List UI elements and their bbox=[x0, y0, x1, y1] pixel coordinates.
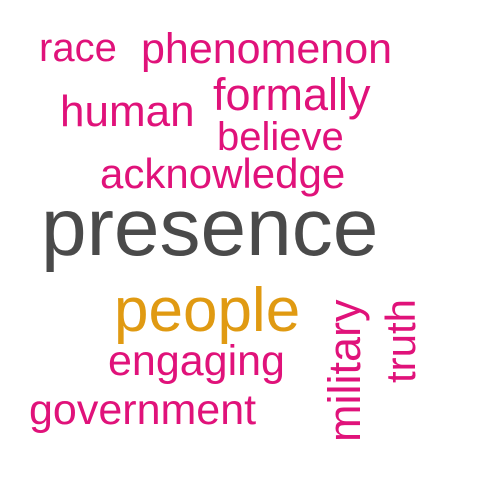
word-formally: formally bbox=[213, 69, 371, 120]
word-government: government bbox=[29, 386, 257, 434]
word-presence: presence bbox=[41, 182, 379, 273]
word-truth: truth bbox=[377, 298, 424, 383]
word-acknowledge: acknowledge bbox=[100, 150, 346, 197]
word-phenomenon: phenomenon bbox=[141, 25, 393, 73]
word-believe: believe bbox=[217, 115, 344, 159]
word-people: people bbox=[114, 276, 301, 345]
word-human: human bbox=[60, 87, 195, 136]
word-engaging: engaging bbox=[108, 337, 285, 385]
word-race: race bbox=[39, 26, 117, 70]
word-military: military bbox=[319, 299, 370, 443]
